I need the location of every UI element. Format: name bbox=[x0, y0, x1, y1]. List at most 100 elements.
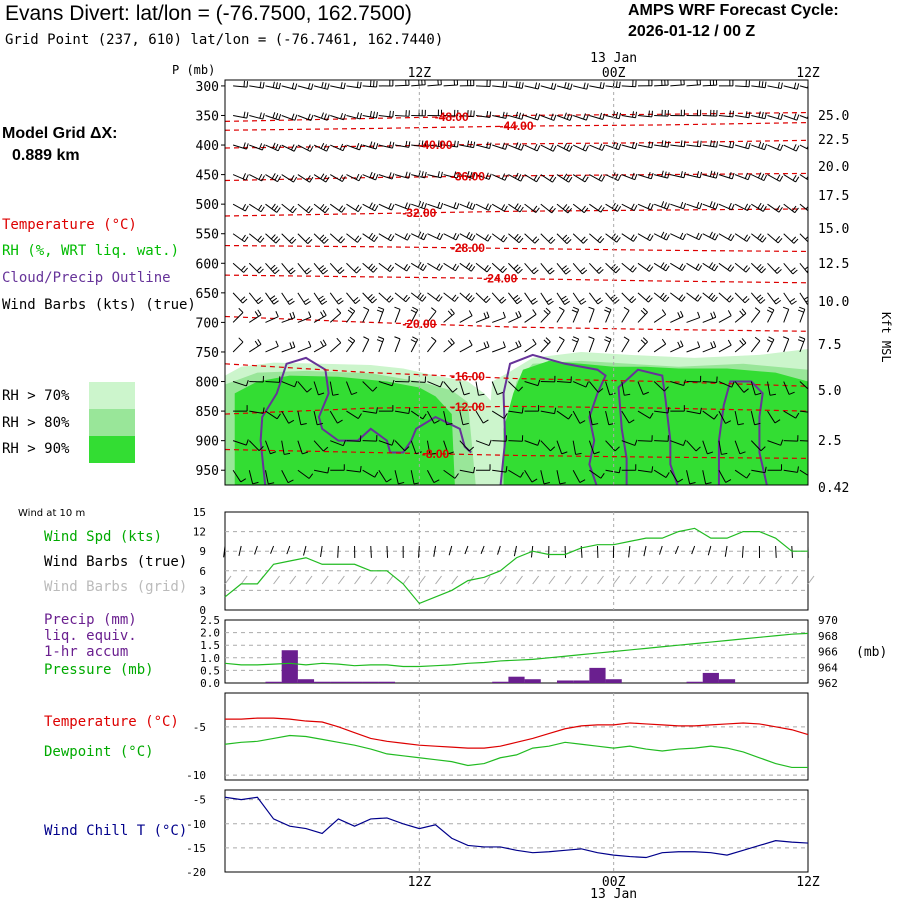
wind-barb-staff bbox=[265, 381, 280, 383]
wind-barb bbox=[751, 233, 767, 243]
wind-barb-feather bbox=[805, 300, 808, 303]
wind-barb bbox=[248, 233, 265, 243]
wind-barb bbox=[783, 292, 797, 305]
wind-barb-staff bbox=[637, 203, 651, 211]
wind-barb-staff bbox=[443, 410, 448, 425]
wind-barb-staff bbox=[233, 85, 248, 88]
wind-barb-staff bbox=[637, 292, 649, 303]
wind-barb bbox=[281, 469, 294, 484]
wind-barb-feather bbox=[291, 113, 295, 120]
wind-barb-feather bbox=[317, 422, 324, 426]
wind-barb-staff bbox=[799, 381, 808, 390]
wind-barb-feather bbox=[514, 203, 519, 209]
wind-barb bbox=[621, 381, 631, 396]
station-title: Evans Divert: lat/lon = (-76.7500, 162.7… bbox=[5, 2, 412, 25]
wind-barb-staff bbox=[281, 469, 289, 483]
legend-rh: RH (%, WRT liq. wat.) bbox=[2, 243, 180, 259]
wind-barb-staff bbox=[637, 262, 650, 272]
wind-barb-feather bbox=[307, 144, 311, 151]
wind-barb-feather bbox=[438, 296, 443, 302]
wind-barb-feather bbox=[567, 207, 573, 214]
wind-barb bbox=[589, 233, 605, 244]
wind-barb bbox=[589, 81, 605, 90]
wind-barb bbox=[621, 233, 638, 242]
wind-barb-feather bbox=[320, 341, 324, 347]
wind-barb-feather bbox=[433, 479, 440, 484]
wind-barb-feather bbox=[258, 173, 263, 180]
wind-barb-staff bbox=[248, 292, 259, 305]
wind-barb-feather bbox=[289, 205, 295, 212]
wind-tick: 6 bbox=[199, 565, 206, 578]
wind-barb-staff bbox=[621, 262, 633, 273]
wind-barb-staff bbox=[653, 262, 667, 272]
legend-cloud: Cloud/Precip Outline bbox=[2, 270, 171, 286]
wind-barb-feather bbox=[572, 306, 579, 310]
wind-barb-feather bbox=[648, 297, 653, 303]
rh90-region-left bbox=[234, 375, 455, 485]
wind-barb-feather bbox=[256, 266, 262, 272]
wind-barb-staff bbox=[475, 262, 488, 273]
wind-barb-feather bbox=[599, 112, 603, 119]
wind-barb-feather bbox=[780, 82, 783, 89]
wind-barb bbox=[427, 292, 443, 302]
wind-barb-staff bbox=[281, 440, 285, 455]
wind-barb bbox=[799, 410, 808, 413]
wind-barb bbox=[799, 440, 808, 442]
wind-barb-feather bbox=[468, 310, 473, 316]
wind-barb-feather bbox=[272, 142, 276, 149]
wind-barb-staff bbox=[329, 292, 339, 305]
wind-barb-feather bbox=[433, 419, 440, 424]
legend-temperature: Temperature (°C) bbox=[2, 217, 137, 233]
wind-barb bbox=[362, 110, 378, 119]
precip-bar bbox=[314, 681, 331, 683]
wind-barb-feather bbox=[320, 142, 325, 149]
wind-barb-feather bbox=[679, 232, 684, 239]
wind-barb-staff bbox=[540, 262, 551, 275]
wind-barb bbox=[378, 262, 395, 273]
wind-barb-feather bbox=[252, 481, 259, 485]
wind-tick: 9 bbox=[199, 545, 206, 558]
sfc-wind-barb-grid bbox=[516, 575, 523, 585]
wind-barb-feather bbox=[780, 439, 784, 446]
wind-barb bbox=[475, 203, 492, 211]
wind-barb bbox=[281, 381, 298, 388]
wind-barb-staff bbox=[621, 203, 635, 212]
wind-barb bbox=[376, 306, 385, 323]
wind-barb-feather bbox=[665, 265, 670, 272]
wind-barb-staff bbox=[540, 470, 545, 484]
wind-barb-feather bbox=[356, 143, 360, 150]
wind-barb-staff bbox=[346, 340, 356, 353]
wind-barb-staff bbox=[248, 440, 260, 451]
wind-barb bbox=[346, 203, 362, 213]
wind-barb-feather bbox=[683, 379, 686, 386]
sfc-wind-barb-grid bbox=[710, 575, 718, 585]
wind-barb-feather bbox=[579, 267, 586, 272]
wind-barb-feather bbox=[407, 203, 411, 210]
wind-barb-staff bbox=[621, 85, 636, 88]
wind-barb bbox=[766, 336, 775, 353]
wind-barb bbox=[346, 410, 362, 420]
wind-barb-staff bbox=[492, 174, 506, 181]
wind-barb-feather bbox=[497, 391, 504, 396]
wind-barb-staff bbox=[346, 310, 356, 323]
pressure-unit-label: (mb) bbox=[856, 645, 887, 660]
wind-barb bbox=[248, 292, 264, 305]
wind-barb bbox=[346, 435, 362, 442]
wind-barb-feather bbox=[516, 299, 523, 305]
wind-barb-staff bbox=[572, 262, 583, 275]
wind-barb-staff bbox=[346, 410, 359, 420]
wind-barb-staff bbox=[702, 346, 716, 353]
wind-barb-feather bbox=[534, 113, 538, 120]
wind-barb-staff bbox=[653, 314, 666, 323]
wind-barb bbox=[378, 405, 394, 412]
sfc-wind-barb-grid bbox=[354, 575, 361, 585]
height-tick: 5.0 bbox=[818, 384, 841, 399]
wind-barb-feather bbox=[744, 298, 750, 304]
wind-barb-staff bbox=[492, 144, 506, 150]
wind-barb bbox=[524, 143, 541, 152]
pressure-tick: 350 bbox=[196, 109, 219, 124]
wind-barb-feather bbox=[287, 298, 294, 303]
wind-barb bbox=[427, 232, 444, 241]
wind-barb bbox=[265, 340, 279, 353]
wind-barb-feather bbox=[255, 297, 262, 302]
